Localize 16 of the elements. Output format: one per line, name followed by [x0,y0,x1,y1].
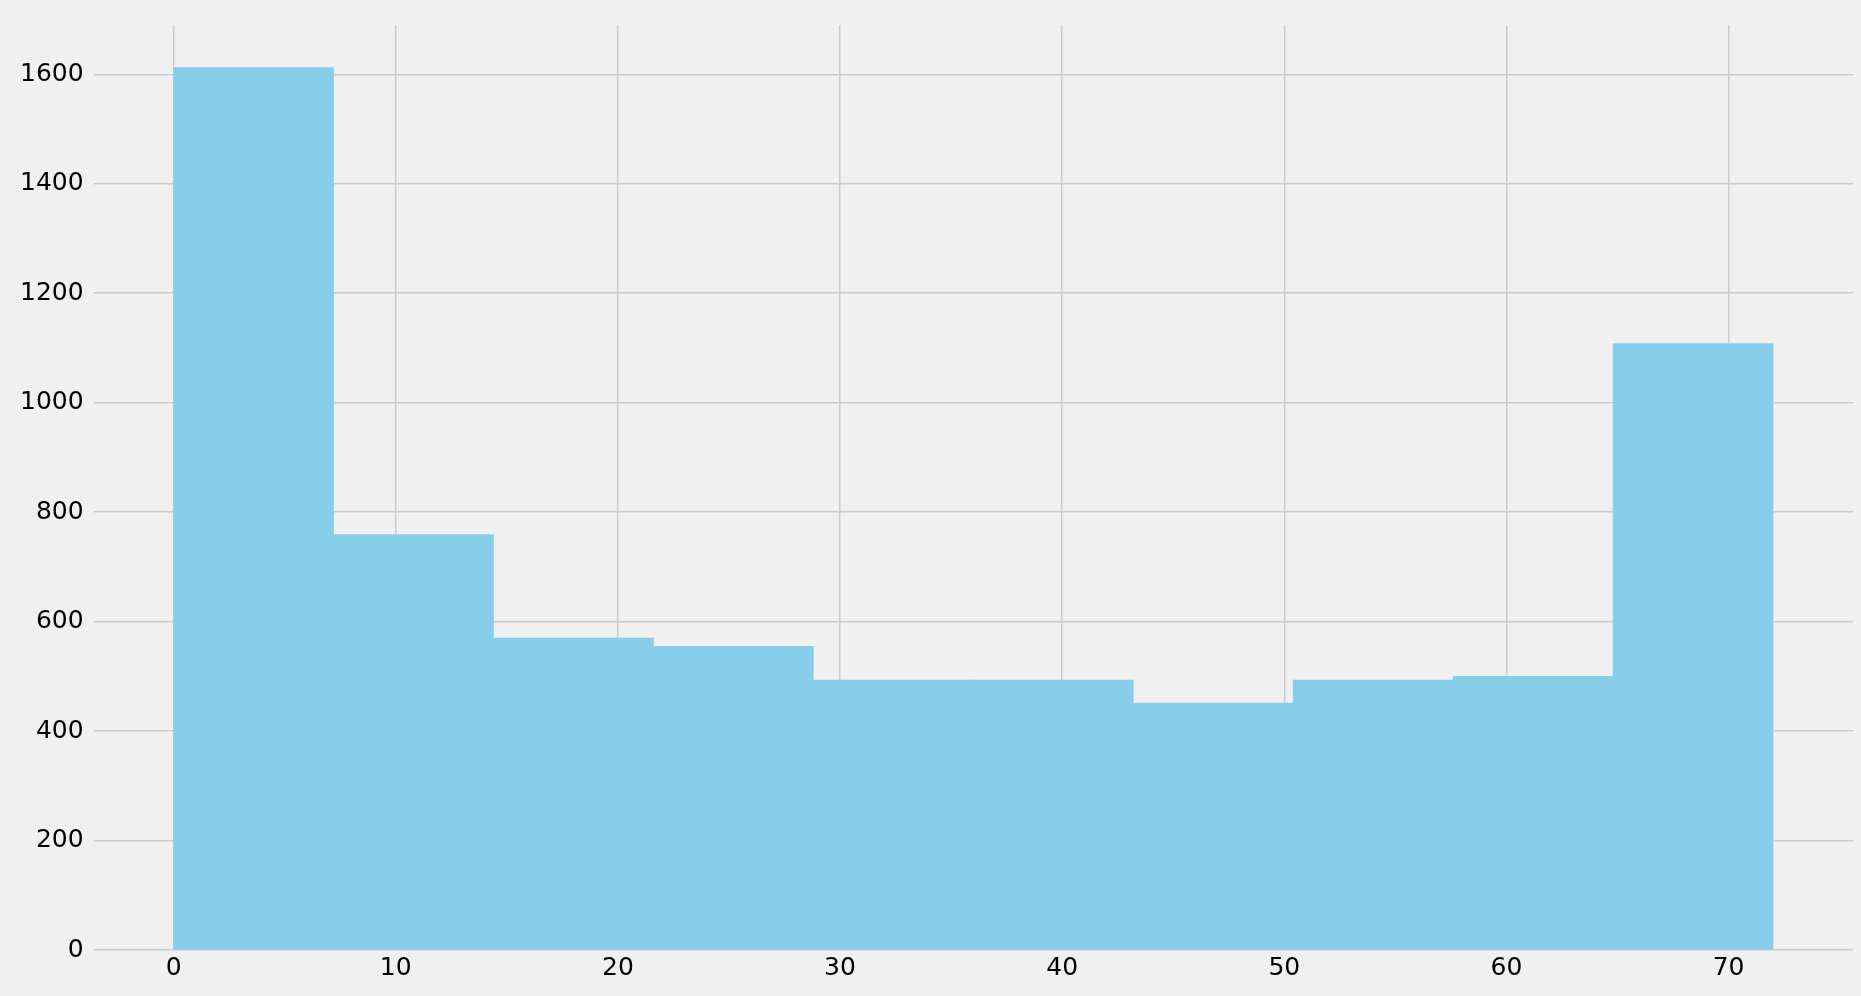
y-tick-label: 1400 [20,167,84,197]
x-tick-label: 0 [165,951,182,981]
y-tick-label: 400 [35,714,84,744]
y-tick-label: 600 [35,605,84,635]
x-tick-label: 70 [1712,951,1745,981]
y-tick-label: 1600 [20,57,84,87]
y-tick-label: 1000 [20,386,84,416]
x-tick-label: 30 [824,951,856,981]
x-tick-label: 40 [1046,951,1079,981]
y-tick-label: 800 [35,495,84,525]
x-tick-label: 20 [601,951,634,981]
y-tick-label: 200 [35,824,84,854]
x-tick-label: 50 [1268,951,1301,981]
y-tick-label: 1200 [20,276,84,306]
x-tick-label: 10 [379,951,412,981]
x-tick-label: 60 [1490,951,1523,981]
